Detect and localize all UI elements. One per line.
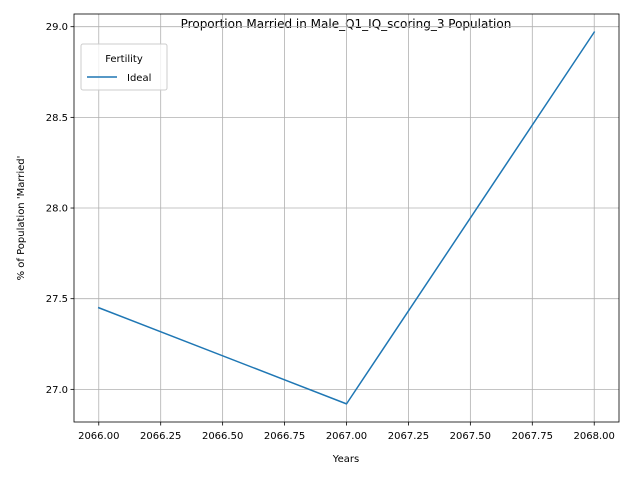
x-tick-label: 2066.25 xyxy=(140,431,181,442)
x-tick-label: 2067.75 xyxy=(512,431,553,442)
series-line-ideal xyxy=(97,31,596,405)
x-tick-label: 2068.00 xyxy=(574,431,615,442)
legend-box xyxy=(80,43,168,91)
x-tick-label: 2066.75 xyxy=(264,431,305,442)
y-tick-label: 27.5 xyxy=(46,294,68,305)
grid xyxy=(74,14,619,422)
x-tick-label: 2067.25 xyxy=(388,431,429,442)
ticks: 2066.00 2066.25 2066.50 2066.75 2067.00 2067.… xyxy=(46,22,615,442)
legend-title: Fertility xyxy=(105,54,143,65)
y-tick-label: 28.5 xyxy=(46,113,68,124)
x-tick-label: 2067.50 xyxy=(450,431,491,442)
plot-area-frame xyxy=(73,13,620,423)
x-tick-label: 2066.50 xyxy=(202,431,243,442)
y-axis-label: % of Population 'Married' xyxy=(16,156,27,281)
y-tick-label: 28.0 xyxy=(46,204,68,215)
x-axis-label: Years xyxy=(332,454,359,465)
x-tick-label: 2067.00 xyxy=(326,431,367,442)
legend-entry-ideal: Ideal xyxy=(127,73,151,84)
legend: Fertility Ideal xyxy=(80,43,168,91)
y-tick-label: 27.0 xyxy=(46,385,68,396)
chart-title: Proportion Married in Male_Q1_IQ_scoring… xyxy=(181,17,512,31)
x-tick-label: 2066.00 xyxy=(78,431,119,442)
series-lines xyxy=(97,31,596,405)
y-tick-label: 29.0 xyxy=(46,22,68,33)
